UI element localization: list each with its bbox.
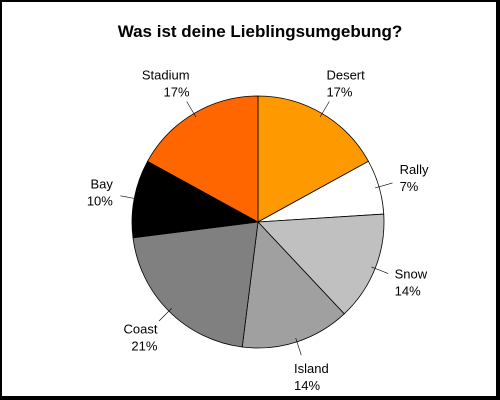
slice-percent-stadium: 17% <box>164 85 190 100</box>
slice-percent-rally: 7% <box>400 179 419 194</box>
slice-percent-coast: 21% <box>131 339 157 354</box>
slice-label-desert: Desert <box>326 68 365 83</box>
pie-chart: Was ist deine Lieblingsumgebung? Desert 1… <box>87 22 429 394</box>
leader-line-stadium <box>186 101 197 118</box>
pie-slices <box>131 95 385 349</box>
slice-label-rally: Rally <box>400 162 429 177</box>
label-leader-lines <box>120 101 393 356</box>
chart-title: Was ist deine Lieblingsumgebung? <box>118 22 403 41</box>
slice-labels: Desert 17% Rally 7% Snow 14% Island 14% Coast 21%… <box>87 68 429 394</box>
slice-label-coast: Coast <box>123 322 157 337</box>
slice-label-island: Island <box>294 361 329 376</box>
slice-percent-island: 14% <box>294 378 320 393</box>
leader-line-desert <box>319 101 330 118</box>
slice-percent-desert: 17% <box>326 85 352 100</box>
leader-line-rally <box>375 182 393 189</box>
slice-percent-bay: 10% <box>87 194 113 209</box>
leader-line-island <box>295 337 302 356</box>
slice-percent-snow: 14% <box>395 284 421 299</box>
slice-label-stadium: Stadium <box>142 68 190 83</box>
leader-line-bay <box>120 195 139 200</box>
slice-label-bay: Bay <box>90 177 113 192</box>
slice-label-snow: Snow <box>395 267 428 282</box>
leader-line-snow <box>371 266 389 274</box>
leader-line-coast <box>158 308 172 322</box>
